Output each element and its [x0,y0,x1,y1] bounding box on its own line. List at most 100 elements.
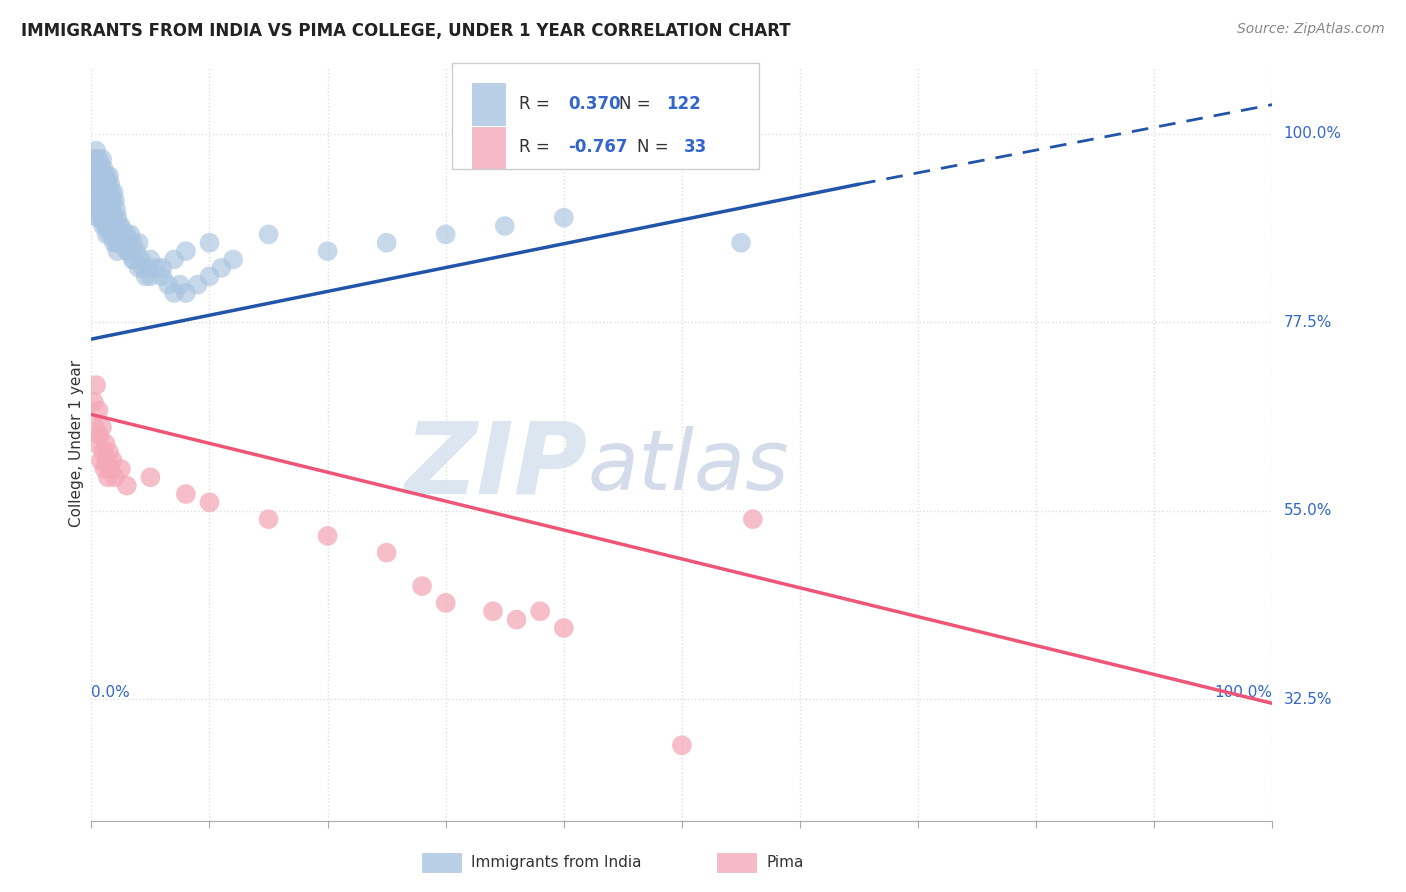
Point [136,260,159,275]
Point [316,529,339,543]
Text: 100.0%: 100.0% [1284,127,1341,142]
Point [163,285,186,300]
Point [104,470,127,484]
Point [96,227,118,242]
Point [84,202,107,217]
Point [93,169,115,183]
Text: N =: N = [619,95,657,113]
Point [97,219,120,233]
Point [150,260,173,275]
Point [91,445,114,459]
Point [86,194,108,208]
Point [93,177,115,191]
Point [87,152,110,166]
Point [93,211,115,225]
Point [104,211,127,225]
Point [87,169,110,183]
Point [94,186,117,200]
Point [101,194,124,208]
Point [375,546,398,560]
Text: Pima: Pima [766,855,804,870]
Point [174,285,197,300]
Point [98,177,121,191]
Point [91,211,114,225]
Point [103,219,125,233]
Point [121,235,143,250]
Point [89,428,111,442]
Point [101,211,124,225]
Point [117,244,139,259]
Point [90,169,112,183]
Point [122,252,145,267]
Point [118,235,141,250]
Point [86,177,108,191]
Point [375,235,398,250]
Point [145,260,167,275]
Point [84,161,107,175]
Point [434,227,457,242]
Y-axis label: College, Under 1 year: College, Under 1 year [69,360,84,527]
Text: 33: 33 [685,138,707,156]
Point [114,235,136,250]
FancyBboxPatch shape [471,84,505,125]
Point [553,621,575,635]
Text: Source: ZipAtlas.com: Source: ZipAtlas.com [1237,22,1385,37]
Point [494,219,516,233]
Text: R =: R = [519,95,555,113]
Point [209,260,232,275]
Point [101,227,124,242]
Point [128,235,150,250]
Point [84,420,107,434]
Point [91,420,114,434]
Point [84,186,107,200]
Point [96,211,118,225]
Point [482,604,505,618]
Text: 77.5%: 77.5% [1284,315,1331,330]
Text: R =: R = [519,138,555,156]
Point [128,260,150,275]
Point [89,169,111,183]
Point [86,437,108,451]
Point [96,194,118,208]
Point [97,202,120,217]
Point [90,453,112,467]
Point [174,244,197,259]
Point [105,227,128,242]
Text: atlas: atlas [588,425,789,507]
Text: ZIP: ZIP [405,417,588,515]
Point [257,227,280,242]
Point [91,161,114,175]
Point [103,186,125,200]
Point [198,235,221,250]
Point [91,177,114,191]
Point [741,512,763,526]
Point [98,186,121,200]
Point [100,202,122,217]
Point [139,470,162,484]
Point [90,202,112,217]
Text: 0.0%: 0.0% [91,685,131,700]
Point [125,244,148,259]
Point [139,252,162,267]
Point [505,613,527,627]
Point [89,194,111,208]
Point [198,269,221,284]
Point [110,219,132,233]
Point [83,152,105,166]
Point [187,277,209,292]
FancyBboxPatch shape [471,127,505,168]
Point [105,235,128,250]
Point [129,252,152,267]
Point [222,252,245,267]
Text: 32.5%: 32.5% [1284,691,1331,706]
Point [98,202,121,217]
Point [553,211,575,225]
Point [90,186,112,200]
Text: 55.0%: 55.0% [1284,503,1331,518]
Point [111,227,134,242]
Text: Immigrants from India: Immigrants from India [471,855,641,870]
Point [87,202,110,217]
Point [104,194,127,208]
Point [112,235,135,250]
Text: 122: 122 [666,95,702,113]
